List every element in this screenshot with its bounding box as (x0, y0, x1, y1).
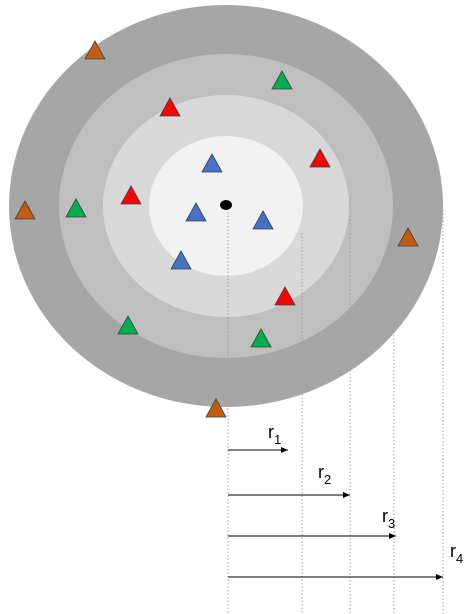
green-triangle (250, 328, 272, 348)
green-triangle (117, 315, 139, 335)
blue-triangle (170, 250, 192, 270)
label-sub: 4 (456, 551, 463, 566)
red-triangle (159, 97, 181, 117)
blue-triangle (252, 210, 274, 230)
radius-label: r1 (268, 422, 281, 447)
green-triangle (271, 70, 293, 90)
radius-label: r3 (382, 506, 395, 531)
center-dot (220, 200, 232, 210)
red-triangle (309, 148, 331, 168)
green-triangle (65, 198, 87, 218)
orange-triangle (14, 200, 36, 220)
red-triangle (120, 185, 142, 205)
label-base: r (268, 422, 274, 442)
label-base: r (318, 462, 324, 482)
label-sub: 2 (324, 472, 331, 487)
label-sub: 3 (388, 516, 395, 531)
orange-triangle (397, 227, 419, 247)
blue-triangle (201, 153, 223, 173)
blue-triangle (185, 202, 207, 222)
label-base: r (382, 506, 388, 526)
red-triangle (274, 286, 296, 306)
orange-triangle (205, 398, 227, 418)
radius-label: r2 (318, 462, 331, 487)
orange-triangle (84, 40, 106, 60)
label-base: r (450, 541, 456, 561)
label-sub: 1 (274, 432, 281, 447)
radius-label: r4 (450, 541, 463, 566)
